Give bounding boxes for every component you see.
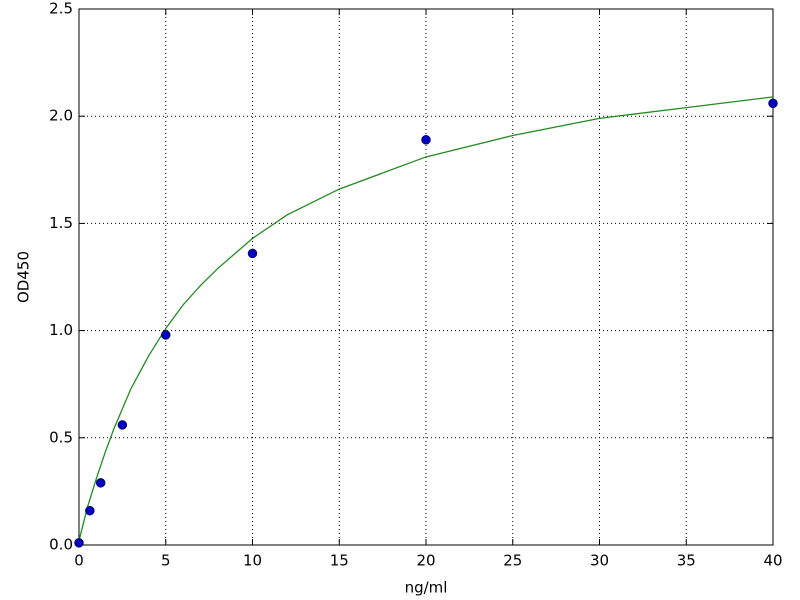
x-tick-label: 20 <box>416 552 435 570</box>
y-tick-label: 1.0 <box>49 321 73 339</box>
plot-frame <box>78 8 774 546</box>
x-tick-label: 0 <box>74 552 84 570</box>
data-point <box>95 478 106 488</box>
y-tick-label: 1.5 <box>49 214 73 232</box>
data-point <box>85 505 95 516</box>
data-point <box>247 248 258 259</box>
data-point <box>421 135 431 145</box>
x-tick-label: 30 <box>590 552 609 570</box>
x-axis-label: ng/ml <box>405 579 448 597</box>
y-tick-label: 0.5 <box>49 428 73 446</box>
data-point <box>768 98 778 109</box>
x-tick-label: 25 <box>503 552 522 570</box>
y-axis-label: OD450 <box>15 251 33 303</box>
x-tick-label: 40 <box>763 552 782 570</box>
data-point <box>74 538 84 548</box>
fit-curve <box>78 96 774 541</box>
y-tick-label: 0.0 <box>49 536 73 554</box>
data-point <box>117 420 128 430</box>
x-tick-label: 5 <box>161 552 171 570</box>
x-tick-label: 15 <box>330 552 349 570</box>
x-tick-label: 35 <box>677 552 696 570</box>
y-tick-label: 2.0 <box>49 107 73 125</box>
y-tick-label: 2.5 <box>49 0 73 18</box>
data-point <box>161 330 171 340</box>
x-tick-label: 10 <box>243 552 262 570</box>
